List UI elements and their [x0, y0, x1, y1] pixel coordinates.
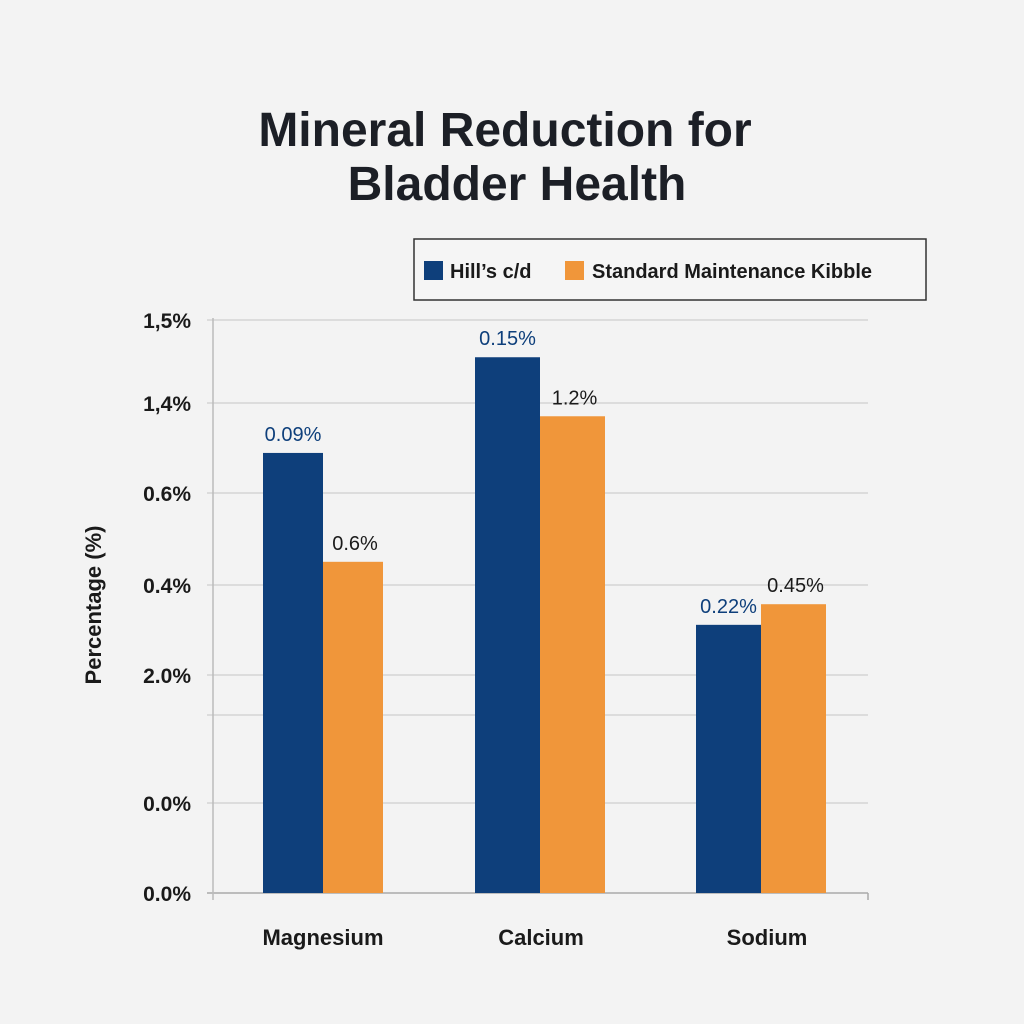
data-label: 0.45% — [767, 575, 824, 597]
legend-swatch-hills — [424, 261, 443, 280]
chart-title-line-1: Mineral Reduction for — [258, 104, 751, 157]
bars: 0.09% 0.6% 0.15% 1.2% 0.22% 0.45% — [263, 328, 826, 893]
category-labels: Magnesium Calcium Sodium — [262, 925, 807, 950]
bar-hills-calcium — [475, 357, 540, 893]
legend-label-standard: Standard Maintenance Kibble — [592, 261, 872, 283]
category-label: Sodium — [727, 925, 808, 950]
y-tick-label: 0.4% — [143, 575, 191, 598]
legend-label-hills: Hill’s c/d — [450, 261, 532, 283]
chart-title-line-2: Bladder Health — [348, 158, 687, 211]
data-label: 1.2% — [552, 387, 598, 409]
category-label: Magnesium — [262, 925, 383, 950]
y-tick-label: 1,4% — [143, 393, 191, 416]
bar-standard-magnesium — [323, 561, 383, 893]
bar-standard-calcium — [540, 416, 605, 893]
y-tick-label: 0.6% — [143, 483, 191, 506]
y-tick-label: 0.0% — [143, 793, 191, 816]
data-label: 0.15% — [479, 328, 536, 350]
data-label: 0.09% — [265, 424, 322, 446]
y-tick-label: 0.0% — [143, 883, 191, 906]
bar-hills-sodium — [696, 624, 761, 893]
category-label: Calcium — [498, 925, 584, 950]
legend-swatch-standard — [565, 261, 584, 280]
data-label: 0.6% — [332, 533, 378, 555]
y-tick-label: 1,5% — [143, 310, 191, 333]
legend-box — [413, 238, 927, 301]
bar-standard-sodium — [761, 604, 826, 893]
y-tick-label: 2.0% — [143, 665, 191, 688]
y-tick-labels: 1,5% 1,4% 0.6% 0.4% 2.0% 0.0% 0.0% — [143, 310, 191, 906]
legend: Hill’s c/d Standard Maintenance Kibble — [413, 238, 927, 301]
bar-hills-magnesium — [263, 452, 323, 893]
data-label: 0.22% — [700, 596, 757, 618]
y-axis-label: Percentage (%) — [81, 526, 106, 685]
